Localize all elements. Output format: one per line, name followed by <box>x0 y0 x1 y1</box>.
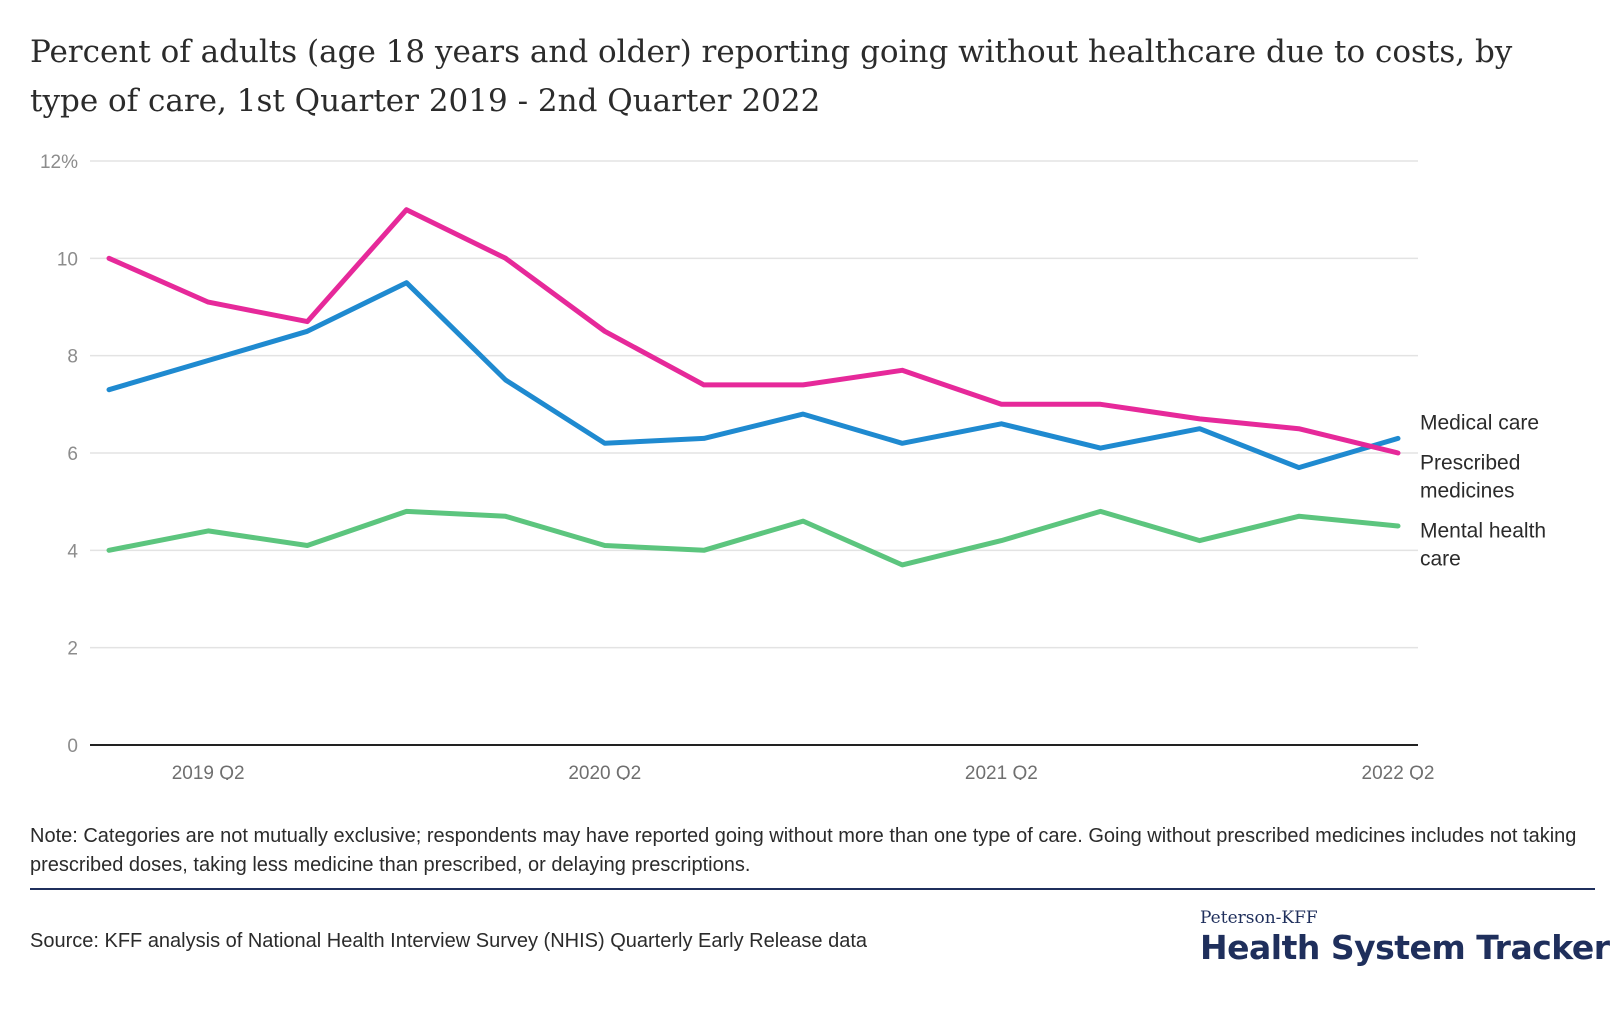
logo-main-text: Health System Tracker <box>1200 928 1610 967</box>
x-tick-label: 2020 Q2 <box>568 763 641 780</box>
y-tick-label: 12% <box>40 152 78 173</box>
series-label-line: Prescribed <box>1420 451 1520 474</box>
x-axis-tick-labels: 2019 Q2 2020 Q2 2021 Q2 2022 Q2 <box>172 763 1435 780</box>
y-tick-label: 4 <box>67 541 78 562</box>
chart-title: Percent of adults (age 18 years and olde… <box>30 34 1513 119</box>
series-label-line: medicines <box>1420 479 1515 502</box>
x-tick-label: 2021 Q2 <box>965 763 1038 780</box>
series-label-line: Mental health <box>1420 519 1546 542</box>
series-line-mental-health-care <box>106 508 1401 568</box>
x-tick-label: 2019 Q2 <box>172 763 245 780</box>
y-tick-label: 2 <box>67 639 78 660</box>
logo-top-text: Peterson-KFF <box>1200 908 1318 928</box>
y-tick-label: 0 <box>67 736 78 757</box>
series-line-medical-care <box>106 280 1401 471</box>
series-labels: Medical care Prescribed medicines Mental he… <box>1420 411 1546 570</box>
x-tick-label: 2022 Q2 <box>1362 763 1435 780</box>
series-label-medical-care: Medical care <box>1420 411 1539 434</box>
grid-lines <box>90 160 1418 746</box>
series-label-line: Medical care <box>1420 411 1539 434</box>
series-label-mental-health-care: Mental health care <box>1420 519 1546 570</box>
series-lines <box>106 207 1401 568</box>
y-tick-label: 10 <box>57 249 78 270</box>
brand-logo: Peterson-KFF Health System Tracker <box>1200 908 1610 968</box>
y-tick-label: 8 <box>67 347 78 368</box>
chart-note: Note: Categories are not mutually exclus… <box>30 825 1577 876</box>
y-tick-label: 6 <box>67 444 78 465</box>
footer-divider <box>30 888 1595 890</box>
series-label-prescribed-medicines: Prescribed medicines <box>1420 451 1520 502</box>
series-label-line: care <box>1420 547 1461 570</box>
series-line-prescribed-medicines <box>106 207 1401 456</box>
chart-source: Source: KFF analysis of National Health … <box>30 930 868 952</box>
y-axis-tick-labels: 12% 10 8 6 4 2 0 <box>40 152 78 757</box>
